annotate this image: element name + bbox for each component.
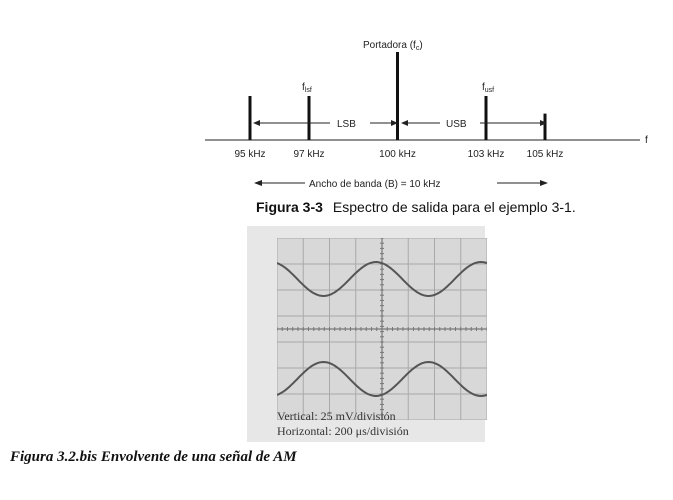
figure-3-3-caption: Figura 3-3 Espectro de salida para el eje… bbox=[256, 199, 576, 215]
figure-caption-text: Espectro de salida para el ejemplo 3-1. bbox=[332, 199, 576, 215]
carrier-label: Portadora (fc) bbox=[363, 40, 423, 52]
bandwidth-label: Ancho de banda (B) = 10 kHz bbox=[309, 179, 440, 190]
oscilloscope-display bbox=[277, 238, 487, 420]
frequency-axis-label: f bbox=[645, 135, 648, 146]
frequency-labels: 95 kHz 97 kHz 100 kHz 103 kHz 105 kHz bbox=[234, 149, 563, 160]
frequency-tick-label: 105 kHz bbox=[527, 149, 564, 160]
spectral-lines bbox=[248, 52, 547, 140]
envelope-caption: Figura 3.2.bis Envolvente de una señal d… bbox=[10, 449, 297, 465]
scope-grid bbox=[277, 238, 487, 420]
upper-envelope-trace bbox=[277, 260, 487, 298]
vertical-scale-label: Vertical: 25 mV/división bbox=[277, 409, 396, 423]
lsb-arrow bbox=[253, 120, 398, 126]
frequency-tick-label: 95 kHz bbox=[234, 149, 265, 160]
lsb-label: LSB bbox=[337, 119, 356, 130]
usb-arrow bbox=[401, 120, 547, 126]
frequency-tick-label: 103 kHz bbox=[468, 149, 505, 160]
horizontal-scale-label: Horizontal: 200 μs/división bbox=[277, 424, 409, 438]
bandwidth-arrow bbox=[254, 180, 548, 186]
oscilloscope-photo: Vertical: 25 mV/división Horizontal: 200… bbox=[247, 226, 487, 442]
frequency-tick-label: 100 kHz bbox=[379, 149, 416, 160]
lower-envelope-trace bbox=[277, 360, 487, 398]
upper-sideband-frequency-label: fusf bbox=[482, 82, 494, 94]
oscilloscope-screen bbox=[277, 238, 487, 420]
usb-label: USB bbox=[446, 119, 467, 130]
frequency-tick-label: 97 kHz bbox=[293, 149, 324, 160]
lower-sideband-frequency-label: flsf bbox=[302, 82, 312, 94]
spectrum-diagram: f 95 kHz 97 kHz 100 kHz 103 kHz 105 kHz Port… bbox=[205, 40, 648, 190]
figure-number: Figura 3-3 bbox=[256, 199, 323, 215]
